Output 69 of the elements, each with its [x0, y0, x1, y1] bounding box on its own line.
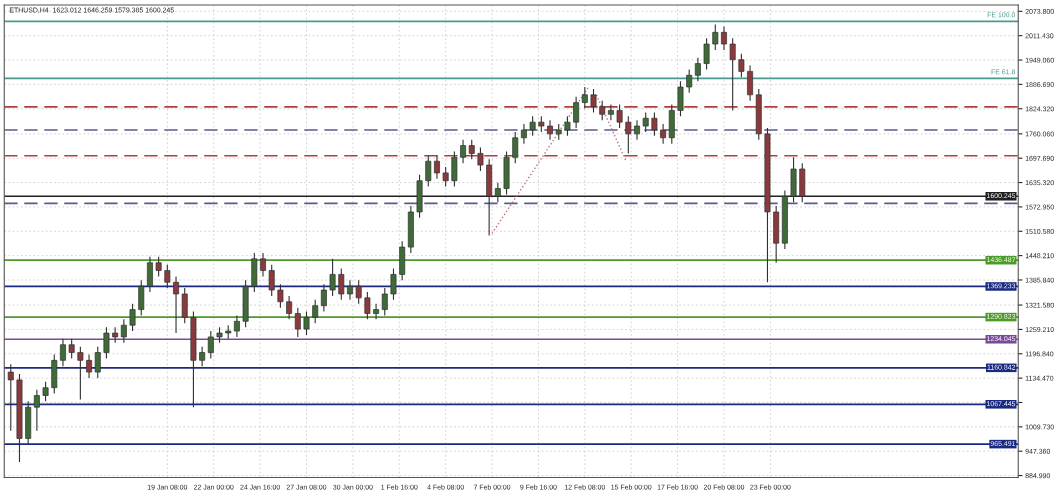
- candlestick: [390, 268, 397, 301]
- candlestick: [660, 123, 667, 145]
- candlestick: [468, 139, 475, 160]
- candlestick: [129, 303, 136, 332]
- candlestick: [607, 104, 614, 121]
- candlestick: [460, 139, 467, 164]
- candlestick: [312, 299, 319, 324]
- candlestick: [712, 23, 719, 51]
- candlestick: [338, 268, 345, 301]
- candlestick: [625, 115, 632, 154]
- candlestick: [564, 115, 571, 137]
- candlestick: [616, 104, 623, 129]
- candlestick: [529, 115, 536, 137]
- candlestick: [33, 389, 40, 432]
- candlestick: [677, 80, 684, 117]
- candlestick: [694, 57, 701, 82]
- candlestick: [60, 338, 66, 367]
- candlestick: [425, 154, 432, 188]
- candlestick: [173, 275, 179, 334]
- candlestick: [434, 154, 440, 180]
- candlestick: [181, 287, 188, 324]
- candlestick: [477, 146, 484, 172]
- candlestick: [729, 37, 736, 111]
- candlestick: [373, 303, 380, 320]
- candlestick: [86, 353, 93, 379]
- candlestick: [94, 346, 101, 379]
- candlestick: [7, 363, 14, 432]
- candlestick: [268, 264, 275, 297]
- candlestick: [590, 88, 597, 113]
- candlestick: [512, 131, 519, 164]
- candlestick: [68, 338, 75, 359]
- candlestick: [199, 346, 206, 367]
- candlestick: [286, 295, 293, 320]
- candlestick: [260, 252, 266, 277]
- candlestick: [42, 381, 49, 402]
- candlestick: [277, 283, 284, 309]
- candlestick: [721, 25, 727, 51]
- candlestick: [686, 68, 693, 94]
- candlestick: [573, 96, 580, 129]
- candlestick: [207, 330, 214, 359]
- candlestick: [320, 283, 327, 313]
- candlestick: [294, 307, 301, 338]
- candlestick: [520, 123, 527, 145]
- candlestick: [599, 100, 606, 121]
- candlestick: [155, 256, 162, 277]
- candlestick: [381, 287, 388, 316]
- candlestick: [738, 53, 745, 78]
- candlestick: [651, 111, 658, 137]
- candlestick: [364, 291, 371, 320]
- candlestick: [303, 310, 310, 336]
- candlestick: [233, 314, 240, 338]
- candlestick: [547, 119, 553, 141]
- candlestick: [120, 318, 127, 344]
- candlestick: [146, 256, 153, 293]
- candlestick: [642, 111, 649, 133]
- candlestick: [77, 346, 84, 400]
- candlestick: [138, 279, 145, 316]
- candlestick: [355, 279, 362, 305]
- candlestick: [329, 258, 336, 297]
- candlestick: [581, 86, 588, 110]
- candlestick: [634, 119, 640, 141]
- candlestick: [494, 182, 501, 203]
- candlestick: [442, 166, 449, 188]
- candlestick: [747, 64, 754, 102]
- candlestick: [347, 279, 353, 301]
- candlestick: [703, 37, 710, 70]
- candlestick: [451, 150, 458, 188]
- candlestick: [103, 326, 110, 359]
- candlestick: [164, 264, 171, 289]
